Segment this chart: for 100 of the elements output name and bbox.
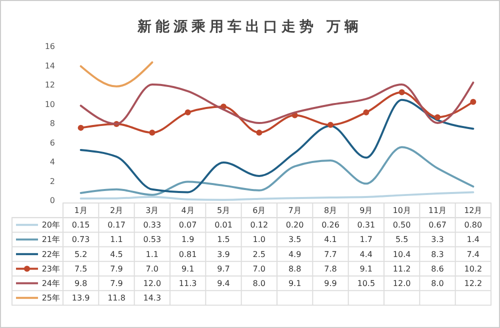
data-label: 7.7 [324,250,337,259]
data-label: 0.12 [250,220,268,230]
x-tick-label: 1月 [74,206,88,215]
data-label: 8.3 [431,250,444,259]
data-label: 4.5 [110,250,123,259]
data-label: 12.0 [143,279,162,288]
data-label: 1.9 [181,235,194,244]
data-label: 7.8 [324,264,337,274]
x-tick-label: 3月 [146,206,159,215]
data-label: 9.8 [74,279,88,288]
data-label: 10.5 [357,279,376,288]
data-label: 1.1 [110,235,123,244]
data-label: 7.0 [252,264,266,274]
x-tick-label: 12月 [464,206,482,215]
data-label: 0.53 [143,235,162,244]
data-label: 7.0 [146,264,159,274]
line-series [80,146,474,196]
x-tick-label: 7月 [288,206,302,215]
point [398,89,405,96]
data-label: 10.4 [392,250,411,259]
x-tick-label: 4月 [181,206,194,215]
data-label: 2.5 [252,250,266,259]
data-label: 9.1 [360,264,373,274]
data-label: 4.4 [360,250,373,259]
data-label: 1.7 [360,235,373,244]
y-tick-label: 2 [50,176,55,186]
data-label: 0.67 [428,220,446,230]
data-label: 9.1 [288,279,302,288]
data-label: 0.50 [392,220,411,230]
y-tick-label: 16 [44,42,55,51]
data-label: 12.2 [464,279,482,288]
data-label: 0.07 [178,220,197,230]
point [470,98,476,105]
point [78,124,84,131]
data-label: 11.3 [178,279,197,288]
data-label: 7.5 [74,264,88,274]
point [328,122,334,128]
data-label: 0.33 [143,220,162,230]
x-tick-label: 2月 [110,206,124,215]
data-label: 8.6 [431,264,444,274]
data-label: 8.8 [288,264,302,274]
data-label: 4.1 [324,235,337,244]
legend-label: 22年 [42,250,60,259]
data-label: 3.5 [288,235,302,244]
data-label: 7.9 [110,279,123,288]
legend-label: 25年 [42,294,60,303]
x-tick-label: 10月 [392,206,411,215]
line-series [80,191,474,201]
data-label: 1.4 [466,235,480,244]
data-label: 8.0 [431,279,444,288]
y-tick-label: 0 [50,196,55,205]
legend-label: 24年 [42,279,60,288]
point [256,130,262,136]
data-label: 8.0 [252,279,266,288]
legend-label: 23年 [42,264,60,274]
x-tick-label: 5月 [216,206,230,215]
y-tick-label: 4 [50,158,55,166]
y-tick-label: 14 [44,61,55,70]
data-label: 0.31 [357,220,376,230]
data-label: 9.9 [324,279,337,288]
x-tick-label: 8月 [324,206,338,215]
data-label: 0.26 [322,220,340,230]
point [363,109,370,116]
data-label: 0.17 [108,220,126,230]
data-label: 0.20 [286,220,304,230]
legend-label: 21年 [42,235,60,244]
y-tick-label: 12 [44,80,55,90]
chart-title: 新能源乘用车出口走势 万辆 [136,18,362,35]
x-tick-label: 6月 [252,206,266,215]
data-label: 5.5 [395,235,408,244]
line-series [80,98,474,194]
data-label: 1.0 [252,235,266,244]
y-tick-label: 10 [44,100,55,109]
data-label: 11.8 [108,294,126,303]
legend-label: 20年 [42,220,60,230]
data-label: 4.9 [288,250,302,259]
x-tick-label: 9月 [360,206,373,215]
data-label: 12.0 [392,279,411,288]
data-label: 3.3 [431,235,444,244]
x-tick-label: 11月 [428,206,447,215]
data-label: 7.4 [466,250,480,259]
data-label: 14.3 [143,294,162,303]
data-label: 13.9 [72,294,90,303]
data-label: 9.1 [181,264,194,274]
data-label: 11.2 [392,264,411,274]
data-label: 0.15 [72,220,90,230]
data-label: 0.73 [72,235,90,244]
data-label: 3.9 [217,250,230,259]
data-label: 0.01 [214,220,232,230]
data-label: 10.2 [464,264,482,274]
data-label: 1.5 [217,235,230,244]
data-label: 5.2 [74,250,88,259]
point [149,130,156,136]
data-label: 9.4 [217,279,230,288]
y-tick-label: 6 [50,138,55,148]
data-label: 0.81 [178,250,197,259]
data-label: 0.80 [464,220,482,230]
data-label: 9.7 [217,264,230,274]
point [184,109,191,116]
point [434,114,440,120]
